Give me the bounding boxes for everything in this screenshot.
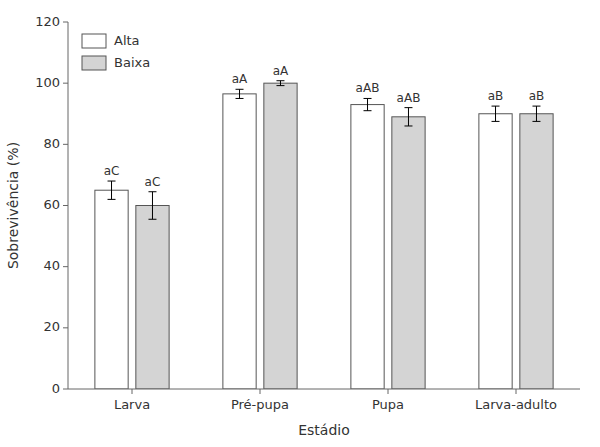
legend-swatch — [82, 56, 106, 70]
error-line — [536, 106, 537, 121]
axes: 0 20 40 60 80 100 120 Larva Pré-pupa Pupa Larva-ad… — [5, 14, 580, 439]
error-bar — [108, 181, 116, 199]
legend-label: Baixa — [114, 55, 150, 70]
error-cap — [108, 181, 116, 182]
error-cap — [364, 110, 372, 111]
annotation: aA — [273, 64, 289, 78]
bar — [392, 117, 425, 389]
marks — [95, 81, 553, 389]
y-tick — [63, 266, 68, 267]
y-tick-label: 120 — [35, 14, 60, 29]
bar — [95, 190, 128, 389]
y-tick — [63, 22, 68, 23]
bar — [136, 206, 169, 390]
y-tick-label: 0 — [52, 381, 60, 396]
error-cap — [236, 89, 244, 90]
annotation: aA — [232, 72, 248, 86]
x-tick-label: Pré-pupa — [231, 397, 289, 412]
annotation: aAB — [397, 91, 421, 105]
bar — [351, 105, 384, 389]
x-tick — [388, 389, 389, 394]
y-tick — [63, 144, 68, 145]
y-tick-label: 100 — [35, 75, 60, 90]
error-cap — [404, 107, 412, 108]
error-bar — [276, 81, 284, 86]
error-bar — [492, 106, 500, 121]
annotation: aC — [104, 164, 120, 178]
error-cap — [236, 98, 244, 99]
x-axis-label: Estádio — [298, 422, 350, 438]
error-bar — [236, 89, 244, 98]
y-tick-label: 20 — [43, 319, 60, 334]
error-line — [367, 98, 368, 110]
error-bar — [532, 106, 540, 121]
bar — [264, 83, 297, 389]
error-cap — [492, 106, 500, 107]
legend: Alta Baixa — [82, 33, 150, 71]
x-tick — [516, 389, 517, 394]
error-cap — [532, 121, 540, 122]
bar — [223, 94, 256, 389]
y-axis-label: Sobrevivência (%) — [5, 142, 21, 269]
error-line — [495, 106, 496, 121]
chart-svg: aC aA aAB aB aC aA aAB aB 0 20 40 60 80 100 120 Larva Pr… — [0, 0, 600, 447]
y-tick-label: 60 — [43, 197, 60, 212]
legend-label: Alta — [114, 33, 140, 48]
chart-container: aC aA aAB aB aC aA aAB aB 0 20 40 60 80 100 120 Larva Pr… — [0, 0, 600, 447]
error-bar — [404, 108, 412, 126]
x-axis-line — [68, 389, 580, 390]
y-tick — [63, 205, 68, 206]
error-line — [239, 89, 240, 98]
y-tick — [63, 83, 68, 84]
annotation: aAB — [356, 81, 380, 95]
x-tick-label: Larva — [114, 397, 150, 412]
annotations: aC aA aAB aB aC aA aAB aB — [104, 64, 545, 189]
bar — [520, 114, 553, 389]
error-cap — [492, 121, 500, 122]
error-cap — [276, 80, 284, 81]
error-cap — [276, 85, 284, 86]
x-tick-label: Pupa — [372, 397, 404, 412]
y-tick-label: 80 — [43, 136, 60, 151]
annotation: aC — [145, 175, 161, 189]
x-tick-label: Larva-adulto — [475, 397, 557, 412]
x-tick — [260, 389, 261, 394]
error-line — [280, 81, 281, 86]
error-bar — [148, 192, 156, 220]
y-tick — [63, 327, 68, 328]
error-line — [408, 108, 409, 126]
bar — [479, 114, 512, 389]
annotation: aB — [529, 89, 545, 103]
error-bar — [364, 98, 372, 110]
error-cap — [404, 125, 412, 126]
x-tick — [132, 389, 133, 394]
error-cap — [108, 199, 116, 200]
y-tick-label: 40 — [43, 258, 60, 273]
y-tick — [63, 389, 68, 390]
legend-swatch — [82, 34, 106, 48]
error-line — [111, 181, 112, 199]
error-cap — [148, 219, 156, 220]
error-line — [152, 192, 153, 220]
error-cap — [364, 98, 372, 99]
annotation: aB — [488, 89, 504, 103]
error-cap — [532, 106, 540, 107]
error-cap — [148, 191, 156, 192]
